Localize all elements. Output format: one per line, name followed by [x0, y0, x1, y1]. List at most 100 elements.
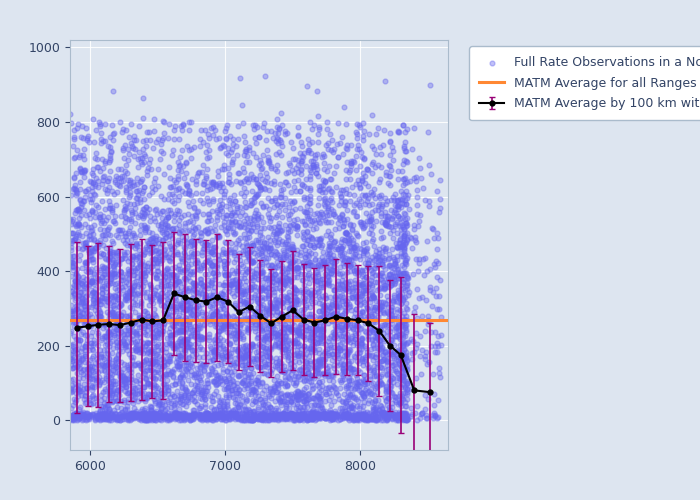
Full Rate Observations in a Normal Point: [242, 328, 253, 336]
Full Rate Observations in a Normal Point: [310, 160, 321, 168]
Full Rate Observations in a Normal Point: [103, 310, 114, 318]
Full Rate Observations in a Normal Point: [172, 411, 183, 419]
Full Rate Observations in a Normal Point: [169, 410, 180, 418]
Full Rate Observations in a Normal Point: [162, 409, 174, 417]
Full Rate Observations in a Normal Point: [94, 310, 105, 318]
Full Rate Observations in a Normal Point: [158, 320, 169, 328]
Full Rate Observations in a Normal Point: [199, 389, 211, 397]
Full Rate Observations in a Normal Point: [286, 409, 297, 417]
Full Rate Observations in a Normal Point: [323, 202, 334, 210]
Full Rate Observations in a Normal Point: [179, 266, 190, 274]
Full Rate Observations in a Normal Point: [256, 233, 267, 241]
Full Rate Observations in a Normal Point: [393, 320, 404, 328]
Full Rate Observations in a Normal Point: [298, 258, 309, 266]
Full Rate Observations in a Normal Point: [77, 264, 88, 272]
Full Rate Observations in a Normal Point: [391, 374, 402, 382]
Full Rate Observations in a Normal Point: [104, 314, 115, 322]
Full Rate Observations in a Normal Point: [171, 248, 182, 256]
Full Rate Observations in a Normal Point: [398, 242, 409, 250]
Full Rate Observations in a Normal Point: [389, 354, 400, 362]
Full Rate Observations in a Normal Point: [65, 314, 76, 322]
Full Rate Observations in a Normal Point: [356, 191, 368, 199]
Full Rate Observations in a Normal Point: [315, 314, 326, 322]
Full Rate Observations in a Normal Point: [70, 315, 81, 323]
Full Rate Observations in a Normal Point: [263, 306, 274, 314]
Full Rate Observations in a Normal Point: [213, 270, 224, 278]
Full Rate Observations in a Normal Point: [311, 412, 322, 420]
Full Rate Observations in a Normal Point: [358, 282, 369, 290]
Full Rate Observations in a Normal Point: [230, 228, 241, 236]
Full Rate Observations in a Normal Point: [367, 312, 378, 320]
Full Rate Observations in a Normal Point: [307, 161, 318, 169]
Full Rate Observations in a Normal Point: [114, 326, 125, 334]
Full Rate Observations in a Normal Point: [104, 154, 116, 162]
Full Rate Observations in a Normal Point: [239, 223, 250, 231]
Full Rate Observations in a Normal Point: [78, 206, 90, 214]
Full Rate Observations in a Normal Point: [398, 210, 409, 218]
Full Rate Observations in a Normal Point: [245, 379, 256, 387]
Full Rate Observations in a Normal Point: [162, 370, 174, 378]
Full Rate Observations in a Normal Point: [431, 244, 442, 252]
Full Rate Observations in a Normal Point: [262, 194, 273, 202]
Full Rate Observations in a Normal Point: [239, 299, 251, 307]
Full Rate Observations in a Normal Point: [176, 168, 187, 175]
Full Rate Observations in a Normal Point: [276, 338, 288, 346]
Full Rate Observations in a Normal Point: [293, 366, 304, 374]
Full Rate Observations in a Normal Point: [315, 326, 326, 334]
Full Rate Observations in a Normal Point: [79, 193, 90, 201]
Full Rate Observations in a Normal Point: [276, 138, 287, 146]
Full Rate Observations in a Normal Point: [111, 180, 122, 188]
Full Rate Observations in a Normal Point: [102, 376, 113, 384]
Full Rate Observations in a Normal Point: [173, 310, 184, 318]
Full Rate Observations in a Normal Point: [72, 324, 83, 332]
Full Rate Observations in a Normal Point: [78, 155, 90, 163]
Full Rate Observations in a Normal Point: [334, 262, 345, 270]
Full Rate Observations in a Normal Point: [290, 205, 301, 213]
Full Rate Observations in a Normal Point: [258, 314, 270, 322]
Full Rate Observations in a Normal Point: [261, 363, 272, 371]
Full Rate Observations in a Normal Point: [331, 291, 342, 299]
Full Rate Observations in a Normal Point: [318, 306, 329, 314]
Full Rate Observations in a Normal Point: [158, 170, 169, 178]
Full Rate Observations in a Normal Point: [324, 266, 335, 274]
Full Rate Observations in a Normal Point: [281, 340, 293, 348]
Full Rate Observations in a Normal Point: [146, 316, 158, 324]
Full Rate Observations in a Normal Point: [204, 357, 216, 365]
Full Rate Observations in a Normal Point: [283, 212, 294, 220]
Full Rate Observations in a Normal Point: [345, 276, 356, 284]
Full Rate Observations in a Normal Point: [104, 276, 116, 284]
Full Rate Observations in a Normal Point: [132, 411, 143, 419]
Full Rate Observations in a Normal Point: [424, 197, 435, 205]
Full Rate Observations in a Normal Point: [89, 247, 100, 255]
Full Rate Observations in a Normal Point: [121, 169, 132, 177]
Full Rate Observations in a Normal Point: [316, 208, 327, 216]
Full Rate Observations in a Normal Point: [339, 370, 350, 378]
Full Rate Observations in a Normal Point: [275, 309, 286, 317]
Full Rate Observations in a Normal Point: [130, 296, 141, 304]
Full Rate Observations in a Normal Point: [290, 295, 301, 303]
Full Rate Observations in a Normal Point: [66, 314, 77, 322]
Full Rate Observations in a Normal Point: [340, 308, 351, 316]
Full Rate Observations in a Normal Point: [333, 302, 344, 310]
Full Rate Observations in a Normal Point: [293, 296, 304, 304]
Full Rate Observations in a Normal Point: [328, 238, 339, 246]
Full Rate Observations in a Normal Point: [389, 414, 400, 422]
Full Rate Observations in a Normal Point: [397, 340, 408, 348]
Full Rate Observations in a Normal Point: [120, 411, 132, 419]
Full Rate Observations in a Normal Point: [376, 379, 387, 387]
Full Rate Observations in a Normal Point: [126, 252, 137, 260]
Full Rate Observations in a Normal Point: [245, 414, 256, 422]
Full Rate Observations in a Normal Point: [186, 191, 197, 199]
Full Rate Observations in a Normal Point: [392, 166, 403, 174]
Full Rate Observations in a Normal Point: [393, 413, 404, 421]
Full Rate Observations in a Normal Point: [313, 293, 324, 301]
Full Rate Observations in a Normal Point: [139, 318, 150, 326]
Full Rate Observations in a Normal Point: [265, 384, 276, 392]
Full Rate Observations in a Normal Point: [71, 302, 83, 310]
Full Rate Observations in a Normal Point: [243, 410, 254, 418]
Full Rate Observations in a Normal Point: [116, 408, 127, 416]
Full Rate Observations in a Normal Point: [381, 382, 392, 390]
Full Rate Observations in a Normal Point: [349, 292, 360, 300]
Full Rate Observations in a Normal Point: [257, 267, 268, 275]
Full Rate Observations in a Normal Point: [400, 410, 411, 418]
